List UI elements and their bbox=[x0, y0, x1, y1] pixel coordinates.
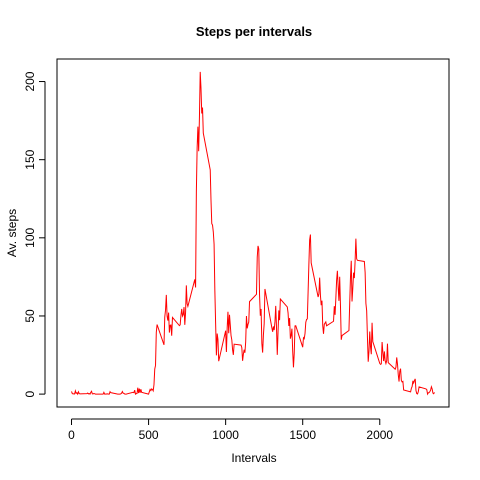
y-axis-label: Av. steps bbox=[5, 209, 19, 257]
data-line bbox=[71, 71, 435, 396]
y-tick-label: 50 bbox=[23, 309, 37, 323]
x-tick-label: 0 bbox=[68, 428, 75, 442]
plot-box bbox=[56, 58, 450, 408]
y-tick-label: 0 bbox=[23, 390, 37, 397]
x-tick-label: 2000 bbox=[366, 428, 393, 442]
y-tick-label: 100 bbox=[23, 227, 37, 247]
y-tick-label: 200 bbox=[23, 71, 37, 91]
x-tick-label: 1000 bbox=[212, 428, 239, 442]
x-axis-label: Intervals bbox=[231, 451, 276, 465]
x-tick-label: 500 bbox=[139, 428, 159, 442]
x-tick-label: 1500 bbox=[289, 428, 316, 442]
y-tick-label: 150 bbox=[23, 149, 37, 169]
chart-title: Steps per intervals bbox=[196, 24, 312, 39]
